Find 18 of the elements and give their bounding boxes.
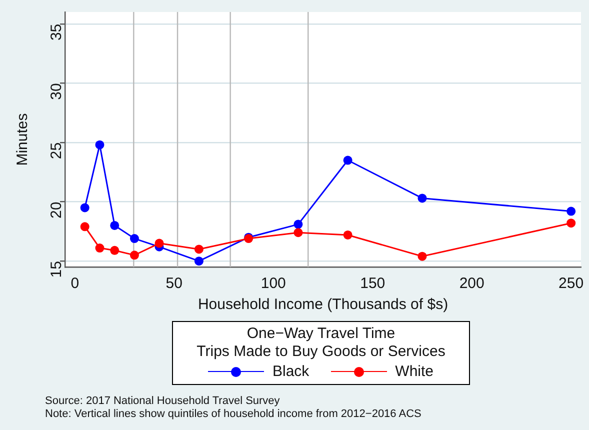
y-tick-label: 25: [48, 142, 66, 160]
legend-label: Black: [272, 363, 310, 380]
y-axis-title: Minutes: [14, 113, 32, 166]
x-axis-title: Household Income (Thousands of $s): [198, 296, 448, 314]
legend-label: White: [395, 363, 434, 380]
x-tick-label: 250: [558, 275, 584, 292]
y-tick-label: 35: [48, 24, 66, 41]
legend-title: One−Way Travel Time Trips Made to Buy Goods or Services: [196, 325, 446, 361]
text: Note: Vertical lines show quintiles of household income from 2012−2016 ACS: [45, 408, 422, 421]
x-tick-label: 100: [260, 275, 286, 292]
source-note: Source: 2017 National Household Travel Survey: [45, 395, 281, 408]
y-tick-label: 30: [48, 83, 66, 100]
x-tick-label: 200: [459, 275, 484, 292]
x-tick-label: 150: [360, 275, 386, 292]
x-tick-label: 50: [166, 275, 182, 292]
y-tick-label: 20: [48, 202, 66, 218]
y-tick-label: 15: [48, 261, 66, 278]
x-tick-label: 0: [70, 275, 80, 292]
